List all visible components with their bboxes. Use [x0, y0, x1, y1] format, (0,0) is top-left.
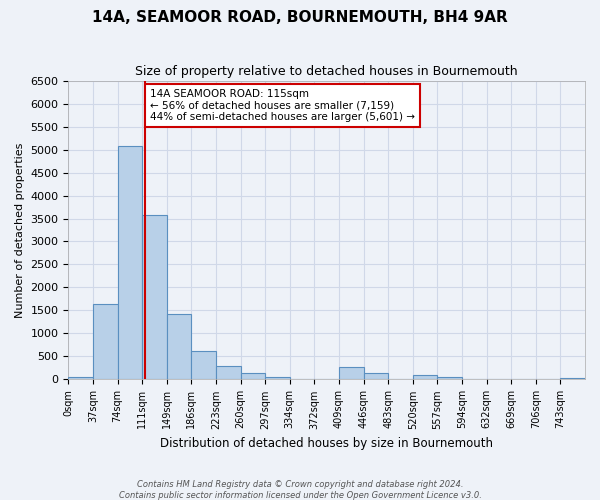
Text: 14A, SEAMOOR ROAD, BOURNEMOUTH, BH4 9AR: 14A, SEAMOOR ROAD, BOURNEMOUTH, BH4 9AR	[92, 10, 508, 25]
Bar	[118, 146, 142, 380]
Title: Size of property relative to detached houses in Bournemouth: Size of property relative to detached ho…	[136, 65, 518, 78]
Y-axis label: Number of detached properties: Number of detached properties	[15, 142, 25, 318]
Bar	[339, 366, 364, 380]
Bar	[560, 378, 585, 380]
Bar	[241, 372, 265, 380]
Bar	[167, 314, 191, 380]
Bar	[142, 215, 167, 380]
Text: Contains HM Land Registry data © Crown copyright and database right 2024.
Contai: Contains HM Land Registry data © Crown c…	[119, 480, 481, 500]
Bar	[265, 376, 290, 380]
Bar	[191, 352, 216, 380]
Bar	[364, 374, 388, 380]
Text: 14A SEAMOOR ROAD: 115sqm
← 56% of detached houses are smaller (7,159)
44% of sem: 14A SEAMOOR ROAD: 115sqm ← 56% of detach…	[150, 89, 415, 122]
Bar	[413, 376, 437, 380]
Bar	[437, 376, 462, 380]
X-axis label: Distribution of detached houses by size in Bournemouth: Distribution of detached houses by size …	[160, 437, 493, 450]
Bar	[216, 366, 241, 380]
Bar	[93, 304, 118, 380]
Bar	[68, 376, 93, 380]
